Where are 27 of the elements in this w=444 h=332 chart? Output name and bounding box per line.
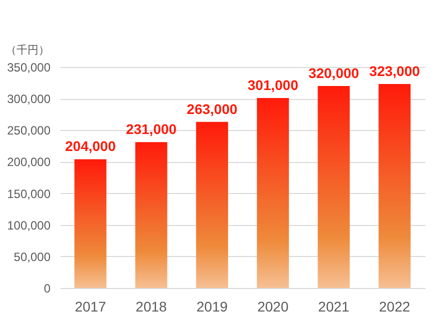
y-tick-label: 300,000: [7, 92, 51, 106]
bar: [74, 159, 106, 288]
bar: [256, 98, 289, 288]
y-tick-label: 350,000: [7, 60, 51, 74]
bar: [135, 142, 168, 288]
data-label: 320,000: [308, 64, 360, 81]
data-label: 301,000: [248, 76, 298, 93]
y-axis-title: （千円）: [6, 44, 50, 56]
bar: [318, 86, 350, 288]
x-tick-label: 2017: [74, 298, 106, 314]
data-label: 204,000: [65, 138, 116, 154]
data-label: 263,000: [186, 100, 238, 117]
y-tick-label: 250,000: [7, 124, 51, 138]
y-tick-label: 50,000: [14, 250, 51, 264]
y-tick-label: 0: [44, 282, 51, 296]
x-tick-label: 2021: [318, 298, 350, 314]
y-tick-label: 100,000: [7, 218, 51, 232]
x-tick-label: 2019: [196, 298, 228, 314]
x-tick-label: 2022: [379, 298, 410, 314]
data-label: 323,000: [369, 63, 420, 80]
bar: [196, 122, 228, 288]
y-tick-label: 150,000: [7, 186, 51, 201]
x-tick-label: 2020: [257, 298, 289, 314]
bar: [378, 84, 411, 288]
data-label: 231,000: [126, 121, 177, 138]
x-tick-label: 2018: [136, 298, 168, 314]
y-tick-label: 200,000: [7, 155, 51, 170]
